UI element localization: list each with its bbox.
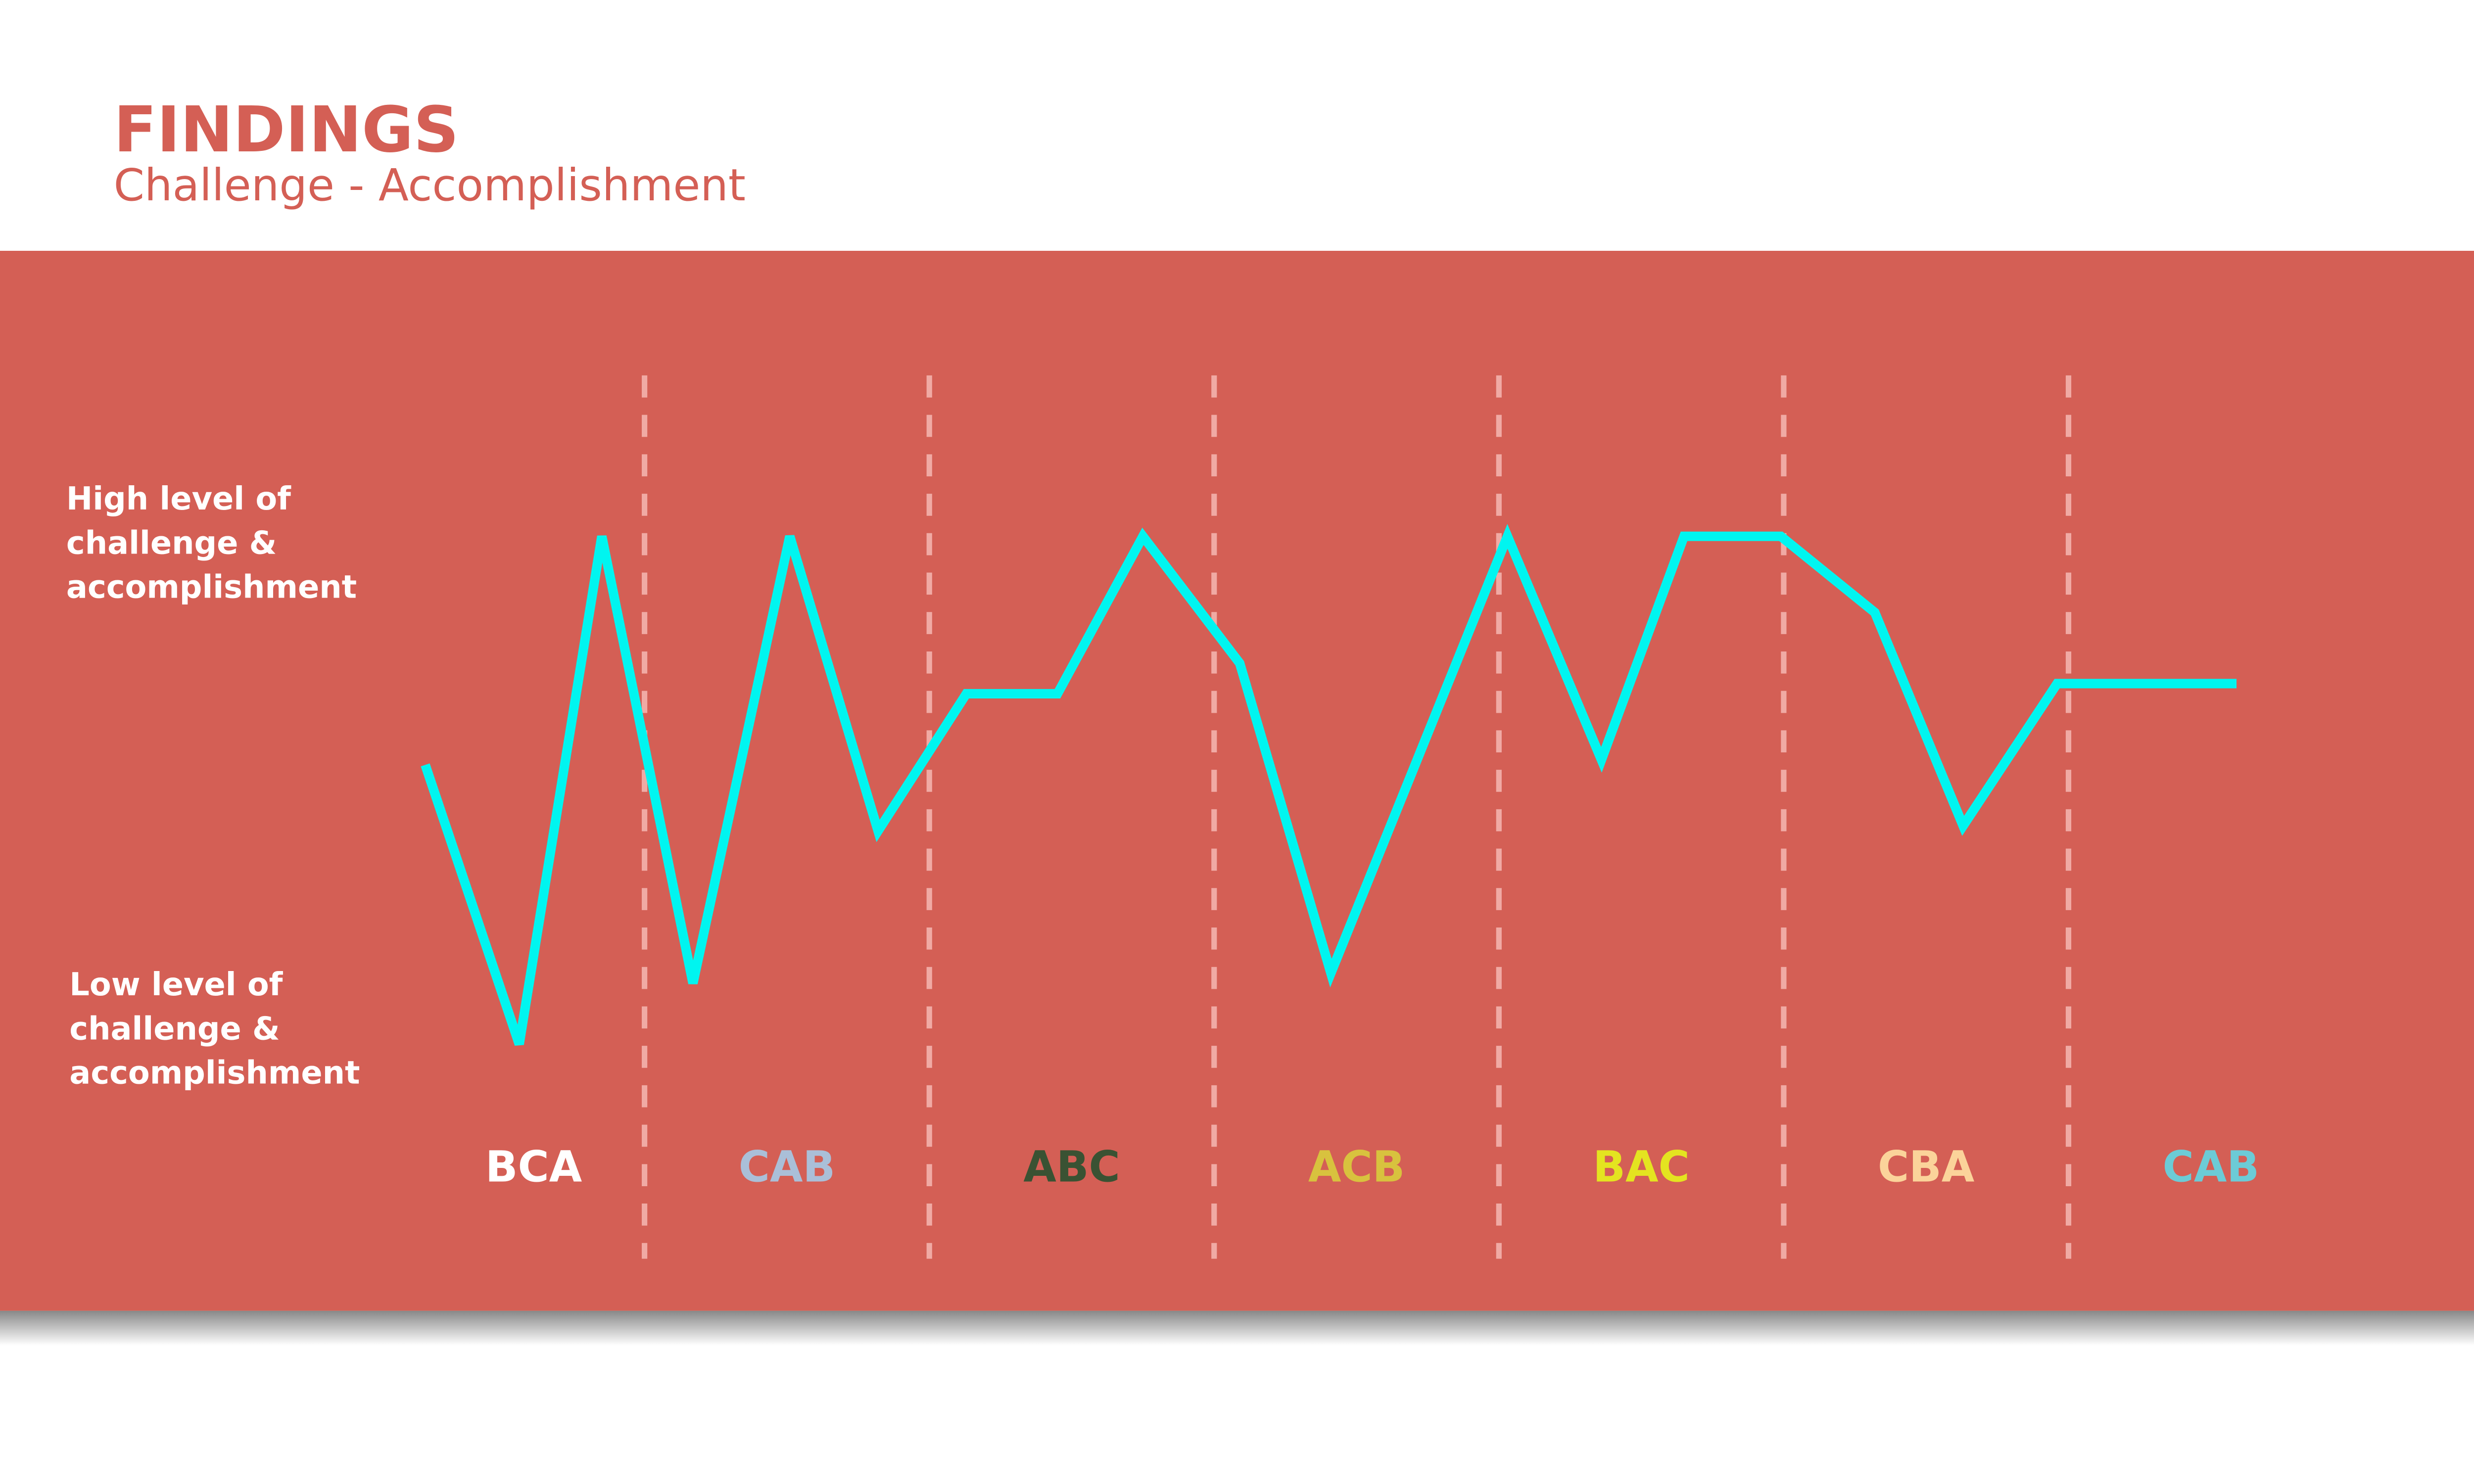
segment-dividers <box>642 375 2072 1259</box>
low-label-2: challenge & <box>69 1011 280 1047</box>
segment-label: ACB <box>1308 1142 1405 1192</box>
page-subtitle: Challenge - Accomplishment <box>114 160 746 211</box>
panel-shadow <box>0 1310 2474 1346</box>
segment-labels: BCA CAB ABC ACB BAC CBA CAB <box>485 1142 2259 1192</box>
segment-label: CAB <box>2163 1142 2259 1192</box>
series-line <box>421 524 2237 1046</box>
segment-label: CBA <box>1878 1142 1975 1192</box>
high-label-1: High level of <box>66 481 291 517</box>
segment-label: CAB <box>739 1142 835 1192</box>
low-label-3: accomplishment <box>69 1055 360 1092</box>
findings-chart: FINDINGS Challenge - Accomplishment High… <box>0 93 2474 1346</box>
segment-label: BAC <box>1593 1142 1689 1192</box>
low-label-1: Low level of <box>69 967 283 1003</box>
high-label-2: challenge & <box>66 525 277 561</box>
segment-label: ABC <box>1023 1142 1120 1192</box>
high-label-3: accomplishment <box>66 569 357 606</box>
y-axis-labels: High level of challenge & accomplishment… <box>66 481 360 1092</box>
segment-label: BCA <box>485 1142 582 1192</box>
chart-panel <box>0 251 2474 1311</box>
page-title: FINDINGS <box>114 93 459 167</box>
